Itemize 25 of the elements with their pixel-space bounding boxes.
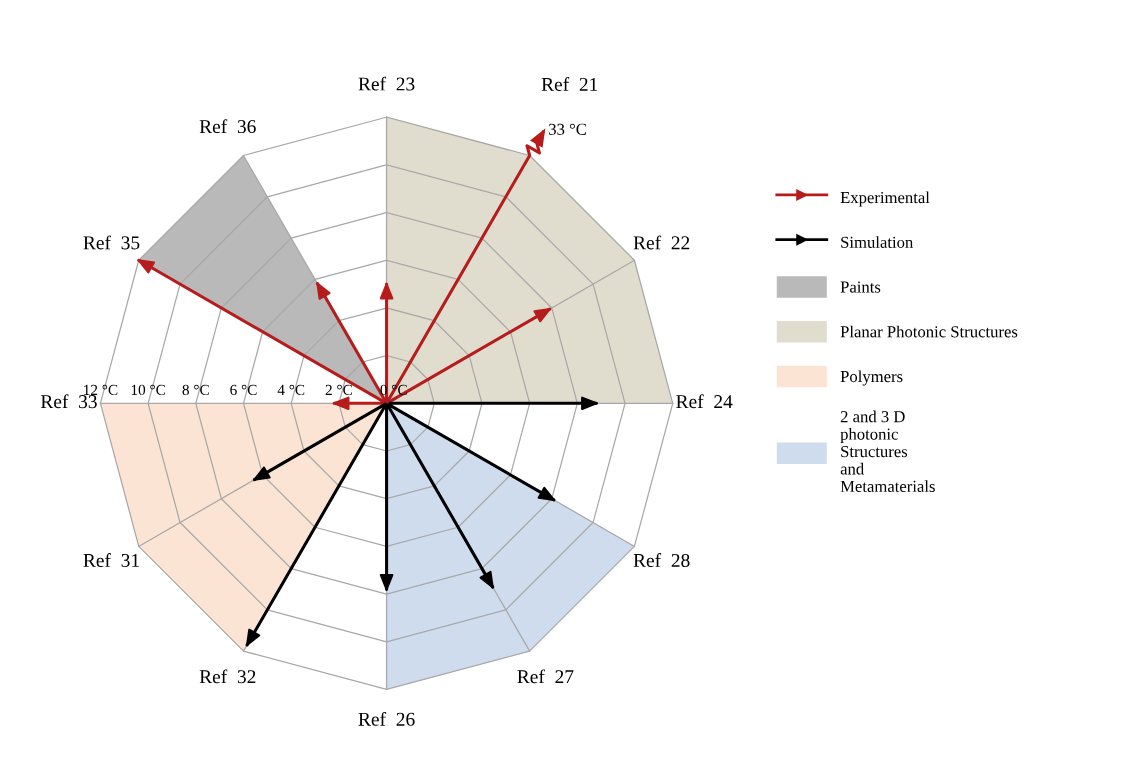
y-tick-label: 2 °C [325, 384, 352, 396]
legend-label: 2 and 3 D photonic Structures and Metamaterials [840, 410, 935, 492]
text: 33 °C [549, 123, 586, 135]
spoke-label: Ref 22 [633, 235, 690, 250]
spoke-label: Ref 36 [199, 119, 256, 134]
y-tick-label: 8 °C [182, 384, 209, 396]
legend-label: Polymers [840, 370, 903, 386]
spoke-label: Ref 33 [40, 394, 97, 409]
legend-label: Simulation [841, 236, 914, 248]
y-tick-label: 12 °C [84, 384, 118, 396]
spoke-label: Ref 24 [676, 394, 733, 409]
spoke-label: Ref 23 [358, 76, 415, 91]
spoke-label: Ref 35 [83, 235, 140, 250]
spoke-label: Ref 27 [517, 669, 574, 684]
legend-label: Planar Photonic Structures [840, 325, 1018, 338]
spoke-label: Ref 28 [633, 553, 690, 567]
spoke-label: Ref 31 [83, 553, 139, 567]
legend-label: Experimental [840, 191, 930, 207]
y-tick-label: 10 °C [131, 384, 165, 396]
spoke-label: Ref 26 [358, 711, 415, 726]
spoke-label: Ref 32 [199, 669, 256, 684]
y-tick-label: 4 °C [277, 384, 305, 396]
spoke-label: Ref 21 [541, 77, 598, 91]
legend-label: Paints [840, 281, 881, 293]
y-tick-label: 6 °C [230, 384, 257, 396]
